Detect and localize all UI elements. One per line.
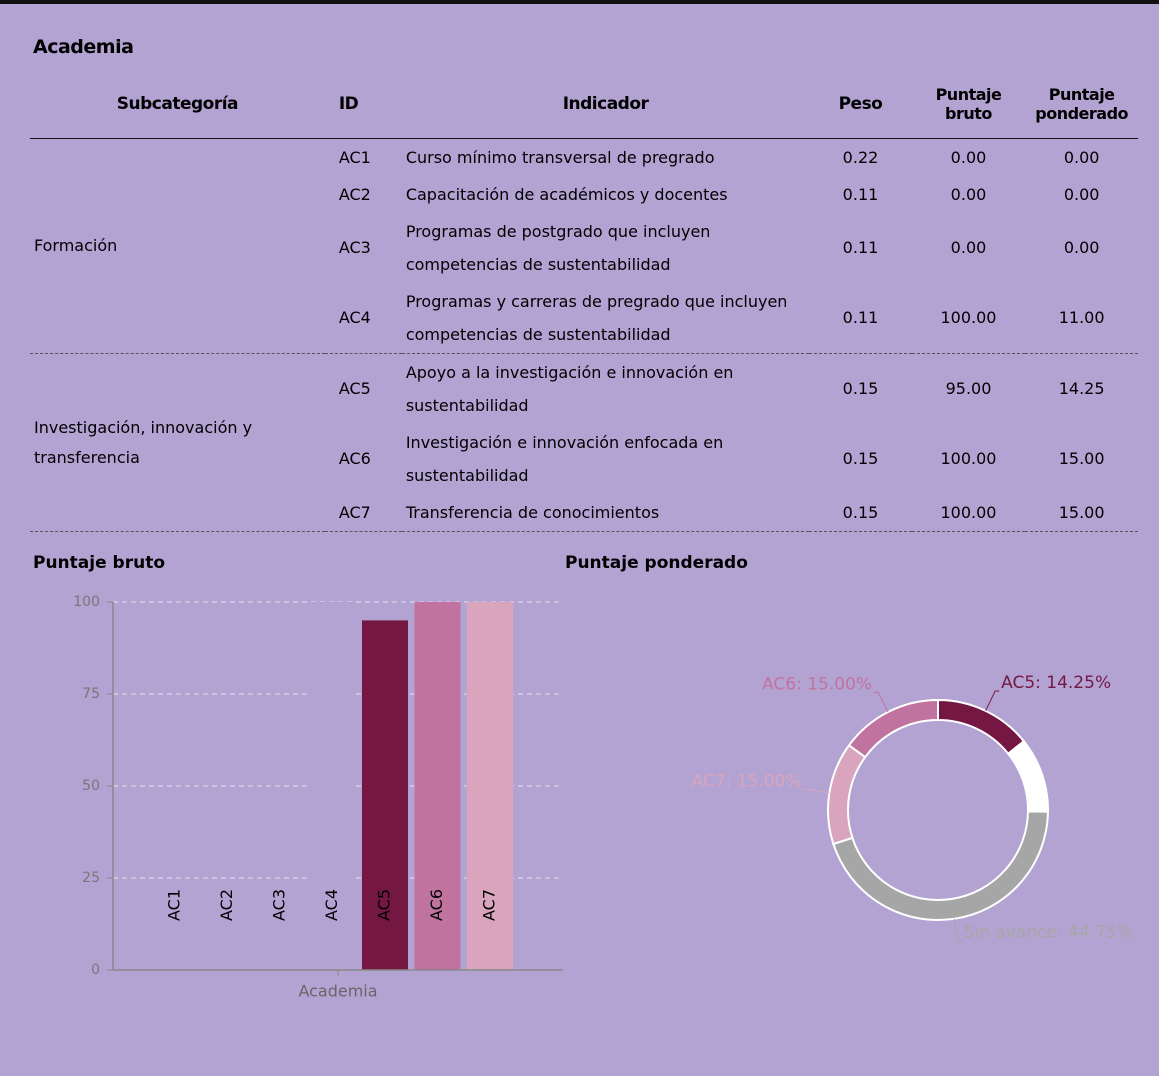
- weight: 0.15: [842, 379, 879, 398]
- chart-title: Puntaje ponderado: [565, 553, 748, 573]
- indicator-id: AC3: [338, 238, 371, 257]
- indicator: Transferencia de conocimientos: [401, 494, 810, 532]
- table-row: Investigación, innovación y transferenci…: [30, 353, 1138, 532]
- donut-slice: [847, 698, 939, 759]
- weighted-score: 15.00: [1058, 449, 1105, 468]
- bar-label: AC3: [270, 889, 289, 921]
- chart-title: Puntaje bruto: [33, 553, 165, 573]
- column-header: Puntaje ponderado: [1025, 72, 1138, 139]
- raw-score: 100.00: [911, 494, 1026, 532]
- bar: [414, 602, 461, 970]
- slice-label: AC6: 15.00%: [762, 674, 872, 694]
- y-tick-label: 50: [82, 778, 100, 794]
- leader-line: [803, 788, 830, 794]
- table-row: AC4 Programas y carreras de pregrado que …: [30, 283, 1138, 354]
- y-tick-label: 25: [82, 870, 100, 886]
- weighted-score: 11.00: [1025, 283, 1138, 354]
- indicator-id: AC7: [324, 494, 402, 532]
- raw-score: 100.00: [911, 283, 1026, 354]
- raw-score: 100.00: [940, 449, 997, 468]
- raw-score: 0.00: [950, 184, 987, 204]
- weight: 0.15: [842, 449, 879, 468]
- subcategory: Formación: [30, 138, 325, 354]
- table-row: AC6 Investigación e innovación enfocada e…: [30, 424, 1138, 494]
- charts: Puntaje bruto 0 25 50 75 100 AC1 AC2 AC3 AC4 AC5 AC…: [33, 553, 1133, 1001]
- top-rule: [0, 0, 1159, 4]
- weighted-score: 15.00: [1025, 494, 1138, 532]
- x-axis-label: Academia: [298, 982, 377, 1001]
- leader-line: [985, 690, 1000, 712]
- column-header: ID: [324, 72, 402, 139]
- y-tick-label: 100: [73, 594, 100, 610]
- donut-slice: [827, 743, 867, 846]
- y-tick-label: 0: [91, 962, 100, 978]
- column-header: Subcategoría: [30, 72, 325, 139]
- table-row: Formación AC1 Curso mínimo transversal de …: [30, 138, 1138, 354]
- weight: 0.11: [809, 283, 912, 354]
- weighted-score: 0.00: [1063, 147, 1100, 167]
- bar: [467, 602, 513, 970]
- slice-label: Sin avance: 44.75%: [964, 923, 1133, 943]
- column-header: Peso: [809, 72, 912, 139]
- weight: 0.11: [842, 238, 879, 257]
- bar-label: AC6: [427, 889, 446, 921]
- subcategory: Investigación, innovación y transferenci…: [30, 353, 325, 532]
- weighted-score: 14.25: [1058, 379, 1105, 398]
- raw-score: 95.00: [945, 379, 992, 398]
- indicator: Curso mínimo transversal de pregrado: [405, 148, 715, 167]
- table-row: AC2 Capacitación de académicos y docentes…: [30, 176, 1138, 213]
- indicator-id: AC5: [338, 379, 371, 398]
- slice-label: AC5: 14.25%: [1001, 673, 1111, 693]
- indicator: Apoyo a la investigación e innovación en…: [405, 363, 734, 415]
- leader-line: [953, 918, 962, 942]
- bar-label: AC5: [375, 889, 394, 921]
- weighted-score: 0.00: [1063, 184, 1100, 204]
- bar: [362, 620, 408, 970]
- weight: 0.11: [842, 184, 879, 204]
- indicator: Capacitación de académicos y docentes: [405, 185, 728, 204]
- column-header: Indicador: [401, 72, 810, 139]
- slice-label: AC7: 15.00%: [692, 771, 802, 791]
- indicator-id: AC6: [338, 449, 371, 468]
- weighted-score: 0.00: [1063, 238, 1100, 257]
- donut-slice: [832, 810, 1050, 922]
- indicator: Programas y carreras de pregrado que inc…: [401, 283, 810, 354]
- table-row: AC7 Transferencia de conocimientos 0.15 100…: [30, 494, 1138, 532]
- bar-label: AC7: [480, 889, 499, 921]
- bar-label: AC4: [322, 889, 341, 921]
- indicator-id: AC1: [338, 147, 371, 167]
- bar: [309, 602, 356, 970]
- weight: 0.22: [842, 147, 879, 167]
- section-title: Academia: [33, 36, 134, 58]
- donut-slice: [1006, 739, 1049, 813]
- indicator: Programas de postgrado que incluyen comp…: [405, 222, 711, 274]
- indicator-id: AC2: [338, 184, 371, 204]
- indicator-id: AC4: [324, 283, 402, 354]
- bar-label: AC2: [217, 889, 236, 921]
- weight: 0.15: [809, 494, 912, 532]
- leader-line: [874, 691, 889, 713]
- indicator: Investigación e innovación enfocada en s…: [405, 433, 724, 485]
- indicator-table: Subcategoría ID Indicador Peso Puntaje bruto…: [30, 72, 1138, 532]
- column-header: Puntaje bruto: [911, 72, 1026, 139]
- header-row: Subcategoría ID Indicador Peso Puntaje bruto…: [30, 72, 1138, 139]
- table-row: AC3 Programas de postgrado que incluyen c…: [30, 213, 1138, 283]
- table-body: Formación AC1 Curso mínimo transversal de …: [30, 138, 1138, 532]
- raw-score: 0.00: [950, 147, 987, 167]
- y-tick-label: 75: [82, 686, 100, 702]
- bar-label: AC1: [165, 889, 184, 921]
- donut-slice: [937, 698, 1026, 756]
- raw-score: 0.00: [950, 238, 987, 257]
